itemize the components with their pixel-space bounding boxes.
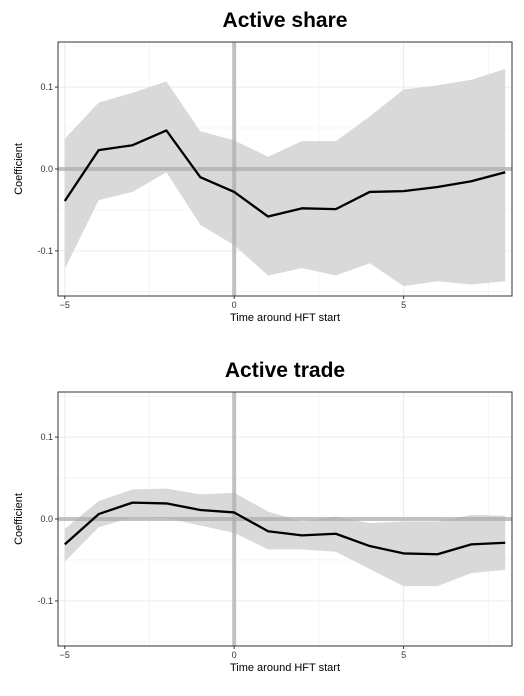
y-axis-label: Coefficient xyxy=(13,493,25,545)
chart-panel-active-trade: Active trade -0.1 0.0 0.1 −5 0 5 Time around HF… xyxy=(0,350,524,696)
x-tick-label: 0 xyxy=(232,650,237,660)
x-tick-label: 5 xyxy=(401,300,406,310)
chart-active-share: Active share -0.1 0.0 0.1 −5 0 5 Time around HF… xyxy=(13,9,513,324)
confidence-band xyxy=(64,488,506,587)
chart-active-trade: Active trade -0.1 0.0 0.1 −5 0 5 Time around HF… xyxy=(13,359,513,674)
x-axis-label: Time around HFT start xyxy=(230,662,340,674)
confidence-band xyxy=(64,69,506,287)
x-axis-label: Time around HFT start xyxy=(230,312,340,324)
y-tick-label: 0.0 xyxy=(40,514,53,524)
x-tick-label: 0 xyxy=(232,300,237,310)
chart-title: Active trade xyxy=(225,359,345,382)
x-tick-label: −5 xyxy=(60,300,70,310)
x-tick-label: 5 xyxy=(401,650,406,660)
coefficient-line xyxy=(64,501,506,556)
coefficient-line xyxy=(63,129,506,218)
x-tick-label: −5 xyxy=(60,650,70,660)
y-axis-label: Coefficient xyxy=(13,143,25,195)
y-tick-label: 0.0 xyxy=(40,164,53,174)
y-tick-label: -0.1 xyxy=(37,246,53,256)
chart-panel-active-share: Active share -0.1 0.0 0.1 −5 0 5 Time around HF… xyxy=(0,0,524,346)
y-tick-label: 0.1 xyxy=(40,432,53,442)
y-tick-label: 0.1 xyxy=(40,82,53,92)
chart-title: Active share xyxy=(223,9,348,32)
y-tick-label: -0.1 xyxy=(37,596,53,606)
